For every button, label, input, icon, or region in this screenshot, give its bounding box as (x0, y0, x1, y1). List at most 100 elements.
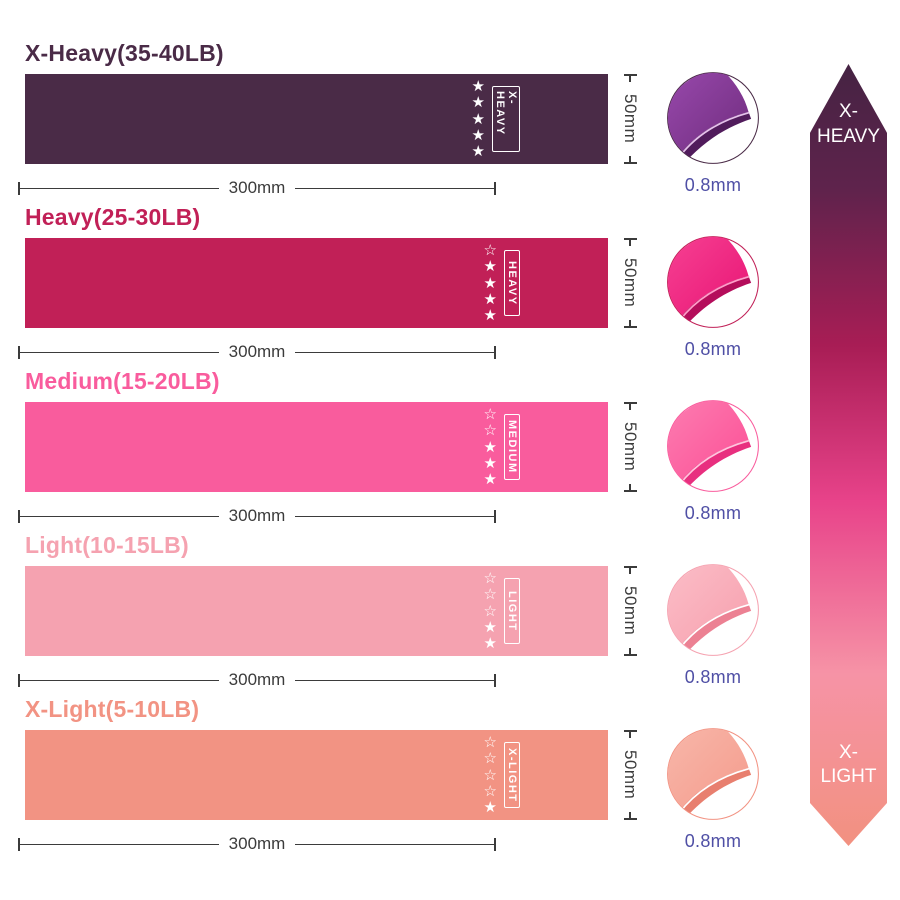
band-row-x-light: X-Light(5-10LB) ☆ ☆ ☆ ☆ ★ X-LIGHT 50mm 300mm… (0, 696, 795, 860)
star-filled-icon: ★ (471, 78, 485, 95)
star-outline-icon: ☆ (483, 734, 497, 751)
thickness-spec: 0.8mm (658, 230, 768, 360)
dimension-line (295, 351, 494, 353)
star-filled-icon: ★ (471, 110, 485, 128)
width-dimension: 300mm (18, 670, 496, 689)
dimension-tick (18, 345, 20, 359)
star-filled-icon: ★ (483, 454, 497, 472)
star-outline-icon: ☆ (483, 422, 497, 440)
band-mark: ☆ ★ ★ ★ ★ HEAVY (484, 242, 520, 324)
thickness-label: 0.8mm (684, 667, 742, 687)
dimension-tick (623, 402, 637, 404)
thickness-spec: 0.8mm (658, 66, 768, 196)
band-row-light: Light(10-15LB) ☆ ☆ ☆ ★ ★ LIGHT 50mm 300mm 0.… (0, 532, 795, 696)
band-row-heavy: Heavy(25-30LB) ☆ ★ ★ ★ ★ HEAVY 50mm 300mm 0.… (0, 204, 795, 368)
dimension-tick (494, 673, 496, 687)
band-strength-label: MEDIUM (504, 414, 520, 480)
band-star-rating: ☆ ★ ★ ★ ★ (484, 243, 497, 323)
star-filled-icon: ★ (483, 618, 497, 636)
star-filled-icon: ★ (483, 635, 497, 652)
band-row-x-heavy: X-Heavy(35-40LB) ★ ★ ★ ★ ★ X-HEAVY 50mm 300m… (0, 40, 795, 204)
band-swatch: ★ ★ ★ ★ ★ X-HEAVY (25, 74, 608, 164)
band-star-rating: ☆ ☆ ☆ ★ ★ (484, 571, 497, 651)
band-title: X-Heavy(35-40LB) (25, 40, 224, 66)
band-swatch: ☆ ☆ ☆ ★ ★ LIGHT (25, 566, 608, 656)
height-dimension-label: 50mm (621, 94, 640, 144)
dimension-tick (494, 837, 496, 851)
arrow-top-label-line2: HEAVY (816, 125, 880, 147)
band-swatch: ☆ ☆ ☆ ☆ ★ X-LIGHT (25, 730, 608, 820)
band-star-rating: ☆ ☆ ☆ ☆ ★ (484, 735, 497, 815)
thickness-spec: 0.8mm (658, 722, 768, 852)
star-outline-icon: ☆ (483, 242, 497, 259)
dimension-tick (494, 509, 496, 523)
width-dimension: 300mm (18, 342, 496, 361)
dimension-tick (18, 673, 20, 687)
height-dimension: 50mm (617, 238, 643, 328)
band-fold-photo-slot (658, 230, 768, 334)
thickness-label: 0.8mm (684, 831, 742, 851)
thickness-spec: 0.8mm (658, 394, 768, 524)
thickness-label: 0.8mm (684, 503, 742, 523)
height-dimension-label: 50mm (621, 586, 640, 636)
band-mark: ☆ ☆ ☆ ★ ★ LIGHT (484, 570, 520, 652)
dimension-tick (623, 74, 637, 76)
dimension-line (20, 843, 219, 845)
band-strength-label: X-HEAVY (492, 86, 520, 152)
dimension-line (295, 187, 494, 189)
thickness-label: 0.8mm (684, 339, 742, 359)
star-outline-icon: ☆ (483, 586, 497, 604)
dimension-stub (629, 76, 631, 82)
height-dimension-label: 50mm (621, 258, 640, 308)
dimension-tick (494, 345, 496, 359)
dimension-tick (623, 566, 637, 568)
height-dimension: 50mm (617, 402, 643, 492)
strength-gradient-arrow: X- HEAVY X- LIGHT (810, 64, 887, 846)
band-title: Heavy(25-30LB) (25, 204, 201, 230)
band-fold-photo (667, 72, 759, 164)
height-dimension: 50mm (617, 730, 643, 820)
width-dimension-label: 300mm (228, 670, 286, 689)
band-mark: ☆ ☆ ★ ★ ★ MEDIUM (484, 406, 520, 488)
height-dimension: 50mm (617, 566, 643, 656)
dimension-tick (623, 490, 637, 492)
band-fold-photo (667, 564, 759, 656)
width-dimension-label: 300mm (228, 342, 286, 361)
arrow-bottom-label: X- LIGHT (810, 741, 887, 790)
band-swatch: ☆ ☆ ★ ★ ★ MEDIUM (25, 402, 608, 492)
star-outline-icon: ☆ (483, 782, 497, 800)
band-title: Medium(15-20LB) (25, 368, 220, 394)
dimension-tick (494, 181, 496, 195)
arrow-top-label-line1: X- (839, 101, 858, 122)
width-dimension: 300mm (18, 834, 496, 853)
star-outline-icon: ☆ (483, 406, 497, 423)
dimension-tick (18, 837, 20, 851)
band-fold-photo (667, 728, 759, 820)
star-outline-icon: ☆ (483, 766, 497, 784)
band-mark: ★ ★ ★ ★ ★ X-HEAVY (472, 78, 520, 160)
star-filled-icon: ★ (483, 307, 497, 324)
band-star-rating: ★ ★ ★ ★ ★ (472, 79, 485, 159)
star-outline-icon: ☆ (483, 602, 497, 620)
star-outline-icon: ☆ (483, 570, 497, 587)
dimension-line (20, 351, 219, 353)
height-dimension: 50mm (617, 74, 643, 164)
band-swatch: ☆ ★ ★ ★ ★ HEAVY (25, 238, 608, 328)
dimension-tick (18, 181, 20, 195)
star-filled-icon: ★ (471, 143, 485, 160)
band-mark: ☆ ☆ ☆ ☆ ★ X-LIGHT (484, 734, 520, 816)
dimension-tick (623, 730, 637, 732)
band-title: X-Light(5-10LB) (25, 696, 200, 722)
thickness-label: 0.8mm (684, 175, 742, 195)
dimension-line (295, 679, 494, 681)
dimension-stub (629, 568, 631, 574)
star-filled-icon: ★ (483, 274, 497, 292)
dimension-stub (629, 320, 631, 326)
band-row-medium: Medium(15-20LB) ☆ ☆ ★ ★ ★ MEDIUM 50mm 300mm … (0, 368, 795, 532)
band-fold-photo-slot (658, 66, 768, 170)
dimension-stub (629, 648, 631, 654)
star-filled-icon: ★ (471, 126, 485, 144)
star-filled-icon: ★ (483, 438, 497, 456)
band-strength-label: HEAVY (504, 250, 520, 316)
arrow-bottom-label-line1: X- (839, 741, 858, 763)
